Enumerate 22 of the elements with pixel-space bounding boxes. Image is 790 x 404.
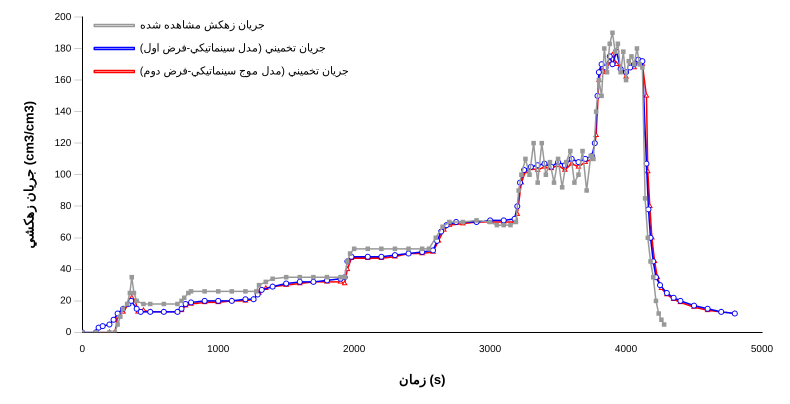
y-tick-label: 80 — [60, 200, 72, 212]
legend-label: جريان تخميني (مدل موج سينماتيكي-فرض دوم) — [140, 66, 350, 78]
y-tick-label: 100 — [54, 169, 72, 180]
x-tick-label: 1000 — [207, 344, 230, 356]
y-tick-label: 20 — [60, 296, 72, 307]
x-tick-label: 2000 — [343, 344, 366, 356]
y-tick-label: 200 — [54, 12, 72, 23]
x-axis-title: زمان (s) — [398, 372, 446, 388]
legend-label: جريان تخميني (مدل سينماتيكي-فرض اول) — [140, 42, 326, 55]
legend-label: جريان زهكش مشاهده شده — [140, 20, 265, 32]
x-tick-label: 4000 — [614, 344, 638, 356]
y-tick-label: 40 — [60, 264, 72, 276]
y-tick-label: 140 — [54, 106, 72, 118]
x-tick-label: 3000 — [478, 344, 502, 356]
y-tick-label: 120 — [54, 138, 72, 149]
y-tick-label: 180 — [54, 43, 72, 54]
x-tick-label: 5000 — [750, 344, 774, 356]
y-tick-label: 160 — [54, 74, 72, 86]
y-axis-title: جريان زهكشي (cm3/cm3) — [21, 100, 38, 248]
x-tick-label: 0 — [80, 344, 86, 356]
y-tick-label: 0 — [66, 327, 72, 338]
y-tick-label: 60 — [60, 232, 72, 244]
